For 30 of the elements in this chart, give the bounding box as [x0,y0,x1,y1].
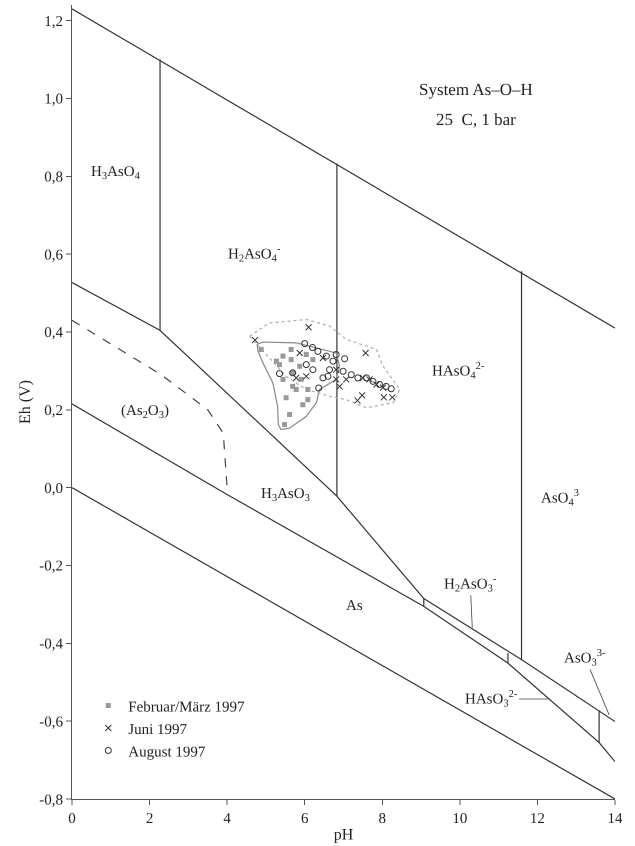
x-tick-label: 8 [378,811,386,827]
x-tick-label: 0 [68,811,76,827]
x-tick-label: 2 [146,811,154,827]
y-tick-label: 0,4 [44,325,64,342]
y-tick-label: 0,0 [44,480,63,497]
x-tick-label: 6 [300,811,309,827]
y-tick-label: 1,0 [44,92,63,108]
x-tick-label: 14 [608,811,623,827]
x-axis-title: pH [334,826,354,844]
annotation: As [346,598,363,614]
x-tick-label: 10 [452,811,468,827]
y-tick-label: -0,6 [39,714,64,730]
y-axis-title: Eh (V) [17,380,34,424]
y-tick-label: -0,8 [39,792,63,808]
y-tick-label: 1,2 [44,14,63,30]
annotation: 25 C, 1 bar [436,110,516,129]
y-tick-label: 0,2 [44,403,63,420]
y-tick-label: 0,8 [44,170,63,186]
annotation: H$_{3}$AsO$_{4}$ [91,164,141,182]
annotation: H$_{3}$AsO$_{3}$ [261,486,310,504]
y-tick-label: 0,6 [44,247,64,264]
legend-label: August 1997 [128,744,206,760]
annotation: (As$_{2}$O$_{3}$) [121,403,170,422]
legend-label: Juni 1997 [128,722,188,738]
y-tick-label: -0,2 [39,558,63,575]
annotation: System As–O–H [419,80,533,99]
x-tick-label: 4 [223,811,232,827]
y-tick-label: -0,4 [39,636,64,653]
legend-label: Februar/März 1997 [128,699,246,716]
x-tick-label: 12 [530,811,545,827]
